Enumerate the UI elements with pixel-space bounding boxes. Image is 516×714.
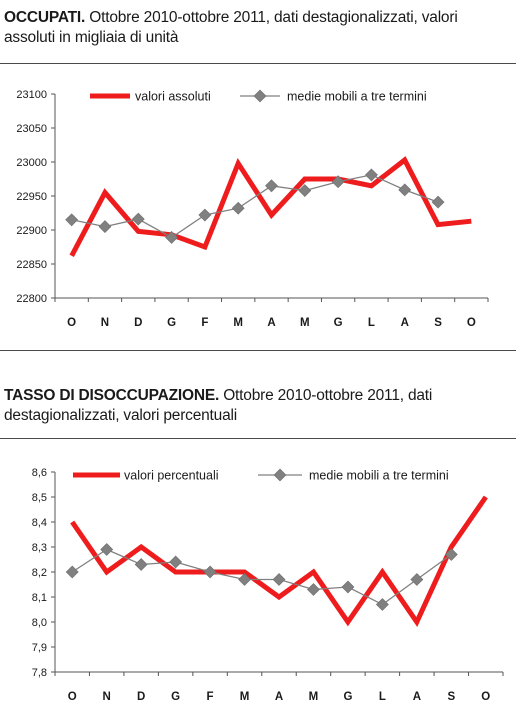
moving-average-point <box>98 220 112 234</box>
moving-average-point <box>341 580 355 594</box>
y-tick-label: 8,4 <box>32 517 47 529</box>
moving-average-point <box>307 583 320 596</box>
series-line-moving-average <box>71 174 439 239</box>
moving-average-point <box>398 183 412 197</box>
y-tick-label: 22800 <box>16 293 47 305</box>
legend-label: valori percentuali <box>124 469 219 483</box>
y-tick-label: 7,9 <box>32 642 47 654</box>
chart-1-bottom-rule <box>0 350 516 351</box>
x-tick-label: A <box>401 317 409 329</box>
chart-1-title: OCCUPATI. Ottobre 2010-ottobre 2011, dat… <box>4 8 512 48</box>
moving-average-point <box>364 168 378 182</box>
moving-average-point <box>65 213 79 227</box>
chart-2-title-bold: TASSO DI DISOCCUPAZIONE. <box>4 387 220 404</box>
x-tick-label: N <box>103 691 111 703</box>
moving-average-point <box>203 565 217 579</box>
y-tick-label: 8,0 <box>32 617 47 629</box>
x-tick-label: F <box>201 317 208 329</box>
x-tick-label: G <box>334 317 343 329</box>
x-tick-label: A <box>275 691 283 703</box>
x-tick-label: M <box>233 317 243 329</box>
legend-swatch-marker <box>253 89 267 103</box>
x-tick-label: A <box>413 691 421 703</box>
y-tick-label: 22850 <box>16 259 47 271</box>
moving-average-point <box>431 195 445 209</box>
x-tick-label: O <box>68 691 77 703</box>
y-tick-label: 8,1 <box>32 592 47 604</box>
x-tick-label: G <box>171 691 180 703</box>
moving-average-point <box>410 573 424 586</box>
y-tick-label: 7,8 <box>32 667 47 679</box>
legend-label: valori assoluti <box>135 90 211 104</box>
moving-average-point <box>444 548 458 561</box>
moving-average-point <box>169 555 183 569</box>
series-line-moving-average <box>71 548 452 606</box>
x-tick-label: D <box>134 317 142 329</box>
chart-2-title: TASSO DI DISOCCUPAZIONE. Ottobre 2010-ot… <box>4 386 512 426</box>
series-line-values <box>70 495 488 628</box>
chart-2-top-rule <box>0 438 516 439</box>
x-tick-label: O <box>67 317 76 329</box>
x-tick-label: F <box>207 691 214 703</box>
x-tick-label: M <box>240 691 250 703</box>
moving-average-point <box>131 212 145 226</box>
moving-average-point <box>238 573 251 586</box>
y-tick-label: 23000 <box>16 157 47 169</box>
x-tick-label: S <box>447 691 455 703</box>
moving-average-point <box>165 231 179 244</box>
x-tick-label: M <box>309 691 319 703</box>
moving-average-point <box>198 208 212 222</box>
x-tick-label: O <box>467 317 476 329</box>
y-tick-label: 8,6 <box>32 467 47 479</box>
moving-average-point <box>375 598 389 611</box>
x-tick-label: S <box>434 317 442 329</box>
moving-average-point <box>100 543 114 556</box>
legend-swatch-marker <box>273 468 287 482</box>
y-tick-label: 22900 <box>16 225 47 237</box>
chart-2-title-rest: Ottobre 2010-ottobre 2011, dati destagio… <box>4 387 433 424</box>
chart-1-title-bold: OCCUPATI. <box>4 9 86 26</box>
chart-2-disoccupazione: 7,8 7,9 8,0 8,1 8,2 8,3 8,4 8,5 8,6 O N D G F M A M G L A S O… <box>32 467 504 703</box>
moving-average-point <box>298 184 312 197</box>
moving-average-point <box>65 565 79 579</box>
x-tick-label: L <box>379 691 386 703</box>
series-line-values <box>69 156 472 257</box>
y-tick-label: 8,2 <box>32 567 47 579</box>
y-tick-label: 8,3 <box>32 542 47 554</box>
chart-1-title-rest: Ottobre 2010-ottobre 2011, dati destagio… <box>4 9 458 46</box>
x-tick-label: O <box>481 691 490 703</box>
legend-label: medie mobili a tre termini <box>287 90 427 104</box>
x-tick-label: M <box>300 317 310 329</box>
moving-average-point <box>331 175 345 189</box>
legend-label: medie mobili a tre termini <box>309 469 449 483</box>
y-tick-label: 8,5 <box>32 492 47 504</box>
x-tick-label: A <box>267 317 275 329</box>
x-tick-label: G <box>167 317 176 329</box>
x-tick-label: G <box>343 691 352 703</box>
moving-average-point <box>272 573 286 586</box>
x-tick-label: N <box>101 317 109 329</box>
y-tick-label: 22950 <box>16 191 47 203</box>
moving-average-point <box>265 179 278 193</box>
chart-1-occupati: 22800 22850 22900 22950 23000 23050 23100 O N D G F… <box>16 89 489 329</box>
y-tick-label: 23100 <box>16 89 47 101</box>
moving-average-point <box>134 558 148 571</box>
moving-average-point <box>231 201 245 215</box>
x-tick-label: D <box>137 691 145 703</box>
chart-1-top-rule <box>0 63 516 64</box>
x-tick-label: L <box>368 317 375 329</box>
y-tick-label: 23050 <box>16 123 47 135</box>
